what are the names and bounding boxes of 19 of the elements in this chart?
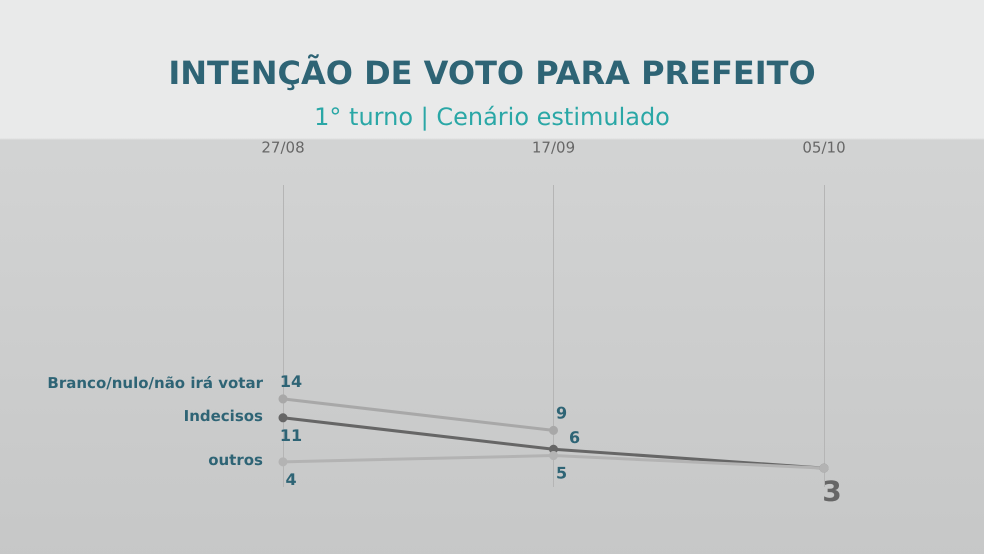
chart-subtitle: 1° turno | Cenário estimulado [314, 103, 670, 131]
point [549, 426, 558, 435]
series-label: outros [208, 450, 263, 469]
data-label: 9 [556, 403, 568, 422]
data-label: 3 [822, 475, 842, 508]
x-tick-label: 27/08 [261, 138, 305, 156]
point [278, 394, 288, 404]
data-label: 6 [569, 428, 580, 447]
x-tick-label: 05/10 [802, 138, 846, 156]
point [278, 413, 288, 422]
series-label: Branco/nulo/não irá votar [47, 374, 263, 392]
data-label: 11 [280, 426, 302, 445]
point [549, 451, 558, 460]
series-label: Indecisos [184, 406, 263, 425]
data-label: 14 [280, 372, 302, 391]
chart-title: INTENÇÃO DE VOTO PARA PREFEITO [168, 54, 816, 92]
x-tick-label: 17/09 [532, 138, 576, 156]
data-label: 5 [556, 464, 568, 483]
data-label: 4 [285, 470, 297, 489]
